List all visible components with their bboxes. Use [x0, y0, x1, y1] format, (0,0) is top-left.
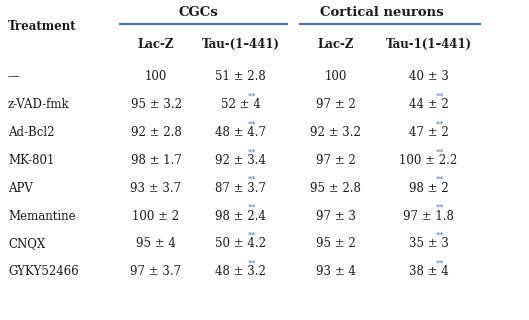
Text: 97 ± 2: 97 ± 2 [316, 154, 356, 167]
Text: 100: 100 [325, 70, 347, 83]
Text: MK-801: MK-801 [8, 154, 54, 167]
Text: **: ** [248, 260, 256, 268]
Text: Treatment: Treatment [8, 20, 77, 33]
Text: 51 ± 2.8: 51 ± 2.8 [215, 70, 266, 83]
Text: 93 ± 4: 93 ± 4 [316, 265, 356, 278]
Text: **: ** [435, 176, 444, 184]
Text: **: ** [435, 120, 444, 128]
Text: 92 ± 3.4: 92 ± 3.4 [215, 154, 266, 167]
Text: **: ** [248, 204, 256, 212]
Text: Lac-Z: Lac-Z [318, 38, 354, 51]
Text: 40 ± 3: 40 ± 3 [408, 70, 449, 83]
Text: **: ** [248, 232, 256, 240]
Text: GYKY52466: GYKY52466 [8, 265, 79, 278]
Text: 98 ± 1.7: 98 ± 1.7 [131, 154, 181, 167]
Text: Cortical neurons: Cortical neurons [321, 6, 444, 19]
Text: 50 ± 4.2: 50 ± 4.2 [215, 237, 266, 250]
Text: 97 ± 3.7: 97 ± 3.7 [131, 265, 181, 278]
Text: Memantine: Memantine [8, 210, 76, 222]
Text: 98 ± 2: 98 ± 2 [409, 182, 448, 195]
Text: 35 ± 3: 35 ± 3 [408, 237, 449, 250]
Text: **: ** [248, 92, 256, 100]
Text: **: ** [435, 204, 444, 212]
Text: **: ** [248, 148, 256, 156]
Text: **: ** [435, 148, 444, 156]
Text: 100 ± 2.2: 100 ± 2.2 [399, 154, 458, 167]
Text: **: ** [435, 232, 444, 240]
Text: **: ** [435, 260, 444, 268]
Text: 38 ± 4: 38 ± 4 [408, 265, 449, 278]
Text: **: ** [248, 176, 256, 184]
Text: 47 ± 2: 47 ± 2 [408, 126, 449, 139]
Text: 97 ± 3: 97 ± 3 [316, 210, 356, 222]
Text: 95 ± 2: 95 ± 2 [316, 237, 356, 250]
Text: 48 ± 3.2: 48 ± 3.2 [215, 265, 266, 278]
Text: 87 ± 3.7: 87 ± 3.7 [215, 182, 266, 195]
Text: 95 ± 4: 95 ± 4 [136, 237, 176, 250]
Text: —: — [8, 70, 20, 83]
Text: Ad-Bcl2: Ad-Bcl2 [8, 126, 54, 139]
Text: z-VAD-fmk: z-VAD-fmk [8, 98, 69, 111]
Text: CGCs: CGCs [178, 6, 218, 19]
Text: Lac-Z: Lac-Z [138, 38, 174, 51]
Text: APV: APV [8, 182, 33, 195]
Text: 97 ± 1.8: 97 ± 1.8 [403, 210, 454, 222]
Text: Tau-1(1–441): Tau-1(1–441) [386, 38, 471, 51]
Text: 95 ± 2.8: 95 ± 2.8 [311, 182, 361, 195]
Text: 100: 100 [145, 70, 167, 83]
Text: Tau-(1–441): Tau-(1–441) [202, 38, 280, 51]
Text: 52 ± 4: 52 ± 4 [221, 98, 261, 111]
Text: **: ** [435, 92, 444, 100]
Text: 97 ± 2: 97 ± 2 [316, 98, 356, 111]
Text: **: ** [248, 120, 256, 128]
Text: 95 ± 3.2: 95 ± 3.2 [131, 98, 181, 111]
Text: 48 ± 4.7: 48 ± 4.7 [215, 126, 266, 139]
Text: 98 ± 2.4: 98 ± 2.4 [215, 210, 266, 222]
Text: 100 ± 2: 100 ± 2 [132, 210, 180, 222]
Text: 93 ± 3.7: 93 ± 3.7 [131, 182, 181, 195]
Text: 92 ± 2.8: 92 ± 2.8 [131, 126, 181, 139]
Text: 44 ± 2: 44 ± 2 [408, 98, 449, 111]
Text: CNQX: CNQX [8, 237, 45, 250]
Text: 92 ± 3.2: 92 ± 3.2 [311, 126, 361, 139]
